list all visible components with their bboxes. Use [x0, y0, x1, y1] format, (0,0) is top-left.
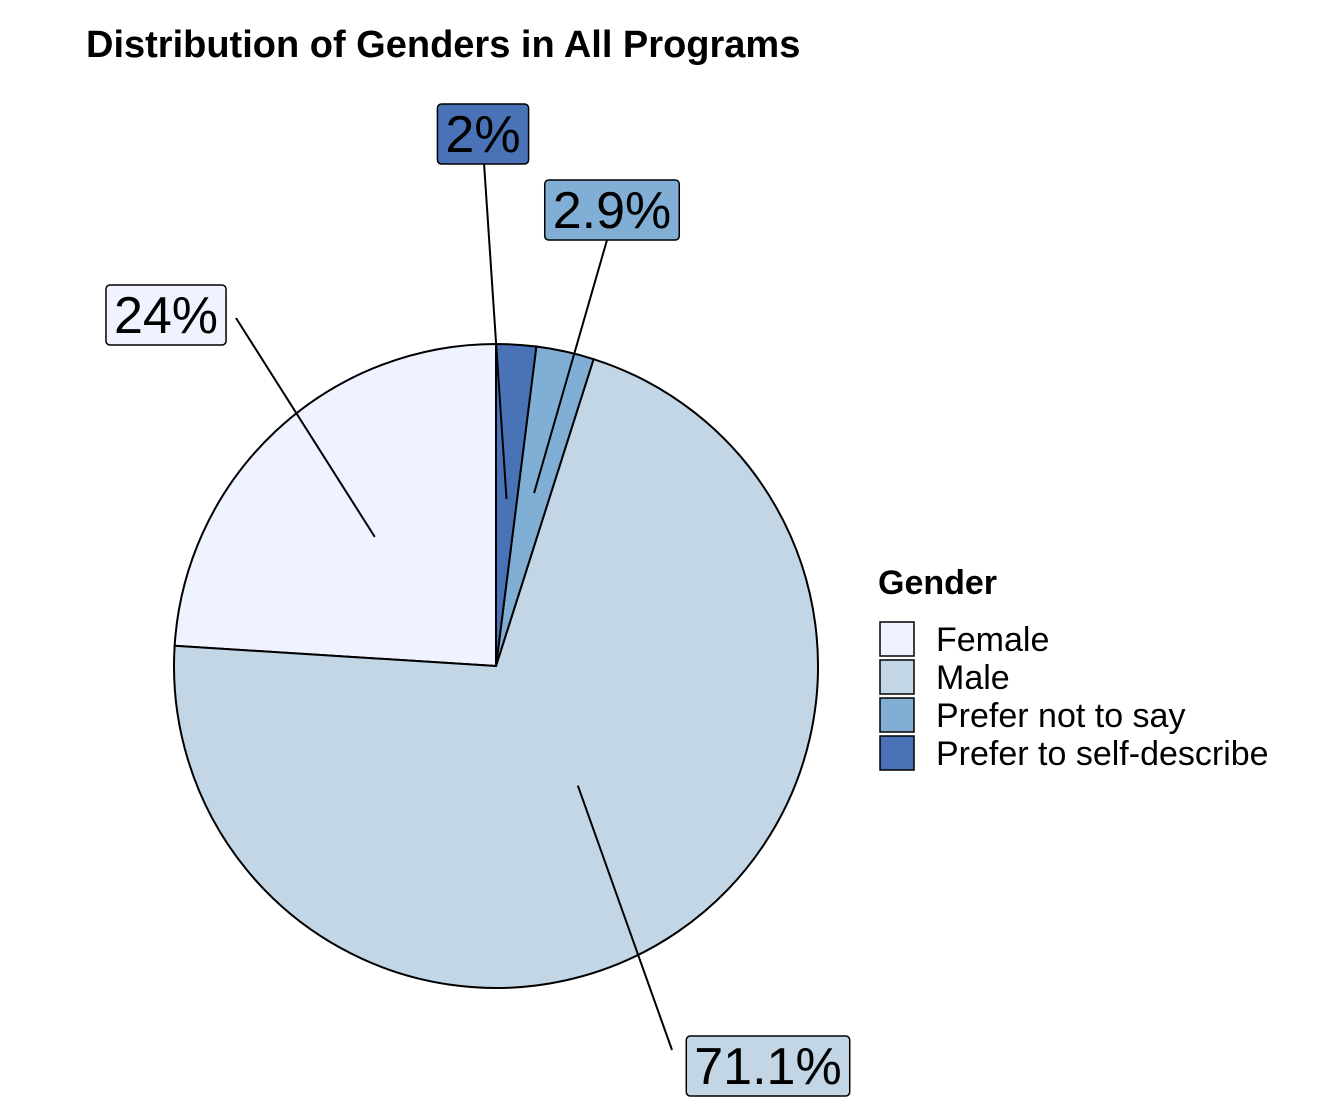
slice-label-text: 24%	[114, 287, 218, 345]
slice-label-text: 2%	[445, 106, 520, 164]
pie-slice-male	[173, 357, 819, 989]
legend-title: Gender	[878, 564, 997, 602]
label-leader-lines	[235, 162, 673, 1051]
legend-swatch-female	[879, 621, 915, 657]
chart-title: Distribution of Genders in All Programs	[86, 24, 800, 66]
legend-label-female: Female	[936, 621, 1049, 659]
legend-label-prefer-to-self-describe: Prefer to self-describe	[936, 735, 1269, 773]
legend-label-male: Male	[936, 659, 1010, 697]
leader-line-male	[576, 785, 673, 1051]
leader-line-female	[235, 317, 376, 538]
slice-label-prefer-to-self-describe: 2%	[436, 103, 530, 165]
slice-label-male: 71.1%	[685, 1035, 851, 1097]
slice-label-text: 71.1%	[694, 1038, 841, 1096]
legend-swatch-prefer-not-to-say	[879, 697, 915, 733]
slice-label-text: 2.9%	[553, 182, 672, 240]
legend-label-prefer-not-to-say: Prefer not to say	[936, 697, 1185, 735]
slice-label-box	[543, 179, 681, 241]
legend-swatch-prefer-to-self-describe	[879, 735, 915, 771]
pie-slice-female	[173, 342, 497, 668]
legend-swatch-male	[879, 659, 915, 695]
slice-label-female: 24%	[105, 284, 227, 346]
slice-label-box	[685, 1035, 851, 1097]
slice-labels: 24% 71.1% 2.9% 2%	[105, 103, 851, 1097]
leader-line-prefer-to-self-describe	[483, 162, 508, 499]
leader-line-prefer-not-to-say	[533, 239, 608, 494]
slice-label-box	[436, 103, 530, 165]
slice-label-box	[105, 284, 227, 346]
slice-label-prefer-not-to-say: 2.9%	[543, 179, 681, 241]
pie-slices	[173, 342, 819, 989]
